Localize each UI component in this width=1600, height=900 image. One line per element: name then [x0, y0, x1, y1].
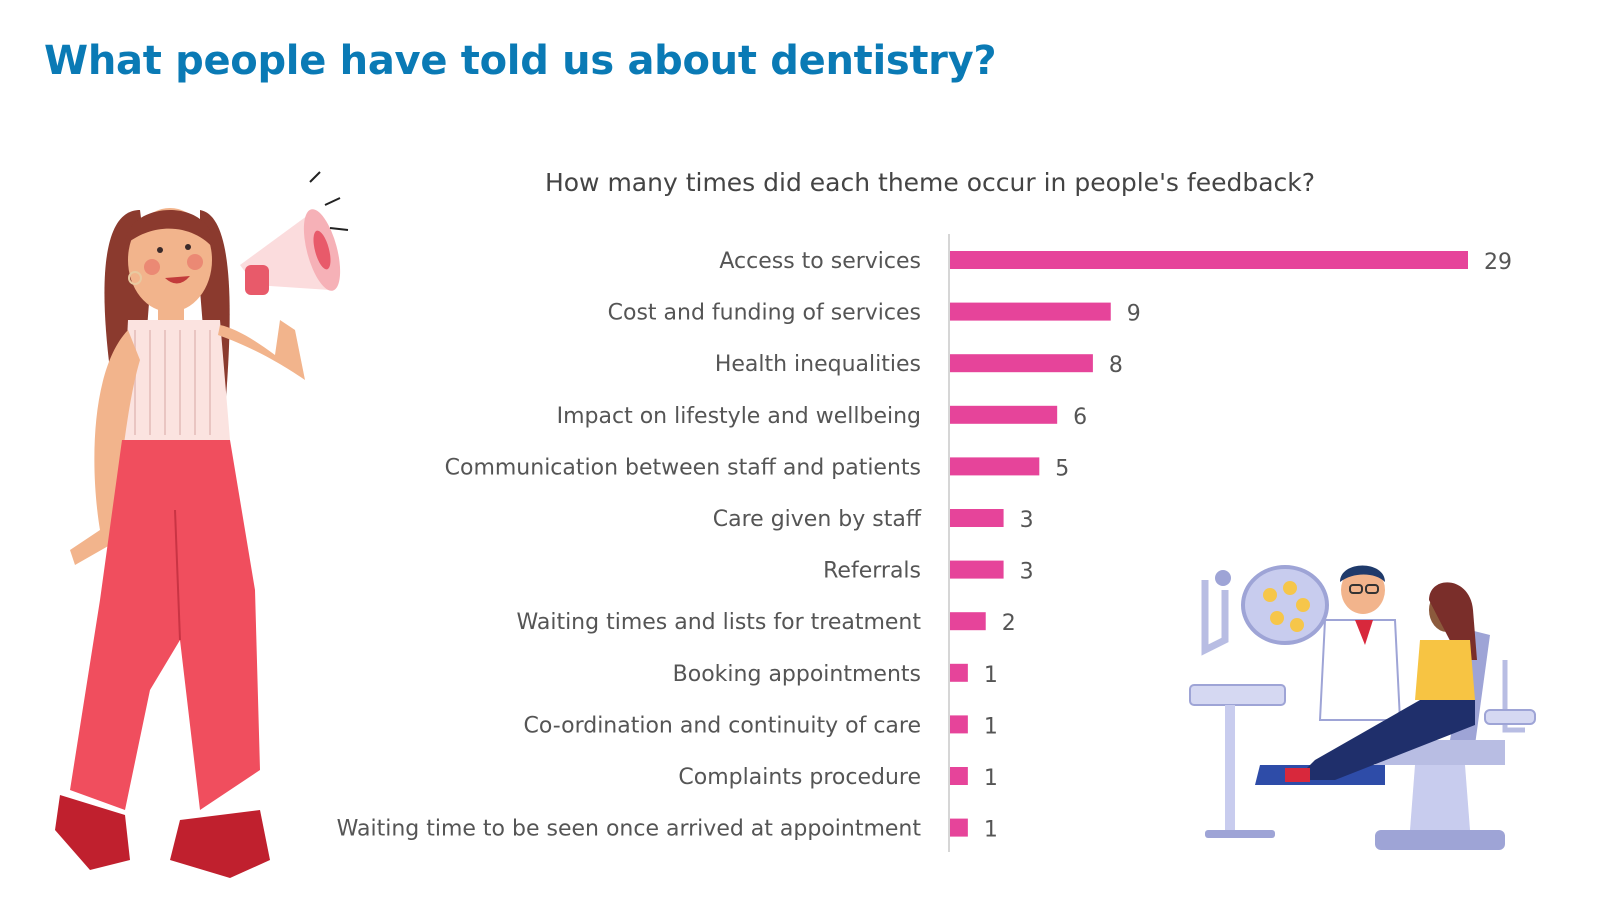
bar	[950, 715, 968, 734]
category-label: Communication between staff and patients	[445, 455, 921, 480]
data-label: 1	[984, 766, 998, 791]
bar	[950, 354, 1093, 373]
woman-with-megaphone-illustration	[55, 171, 349, 878]
bar	[950, 251, 1468, 269]
chart-title: How many times did each theme occur in p…	[544, 168, 1316, 197]
dentist-with-patient-illustration	[1189, 565, 1536, 850]
data-label: 5	[1055, 456, 1069, 481]
bar	[950, 405, 1058, 424]
bar	[950, 663, 968, 682]
data-label: 29	[1484, 250, 1512, 275]
bar	[950, 560, 1004, 579]
category-label: Health inequalities	[715, 352, 921, 377]
bar	[950, 302, 1111, 321]
bar	[950, 509, 1004, 527]
bar	[950, 818, 968, 837]
category-label: Referrals	[823, 559, 921, 584]
category-label: Booking appointments	[673, 662, 921, 687]
category-label: Complaints procedure	[678, 765, 921, 790]
category-label: Waiting time to be seen once arrived at …	[337, 817, 922, 842]
bar	[950, 767, 968, 785]
category-label: Co-ordination and continuity of care	[524, 713, 921, 738]
data-label: 9	[1127, 302, 1141, 327]
category-label: Waiting times and lists for treatment	[517, 610, 922, 635]
data-label: 1	[984, 663, 998, 688]
category-label: Cost and funding of services	[608, 301, 921, 326]
data-label: 3	[1020, 560, 1034, 585]
data-label: 1	[984, 818, 998, 843]
data-label: 2	[1002, 611, 1016, 636]
page-title: What people have told us about dentistry…	[44, 38, 997, 84]
bar	[950, 457, 1040, 476]
data-label: 3	[1020, 508, 1034, 533]
data-label: 8	[1109, 353, 1123, 378]
bar	[950, 612, 986, 631]
data-label: 6	[1073, 405, 1087, 430]
data-label: 1	[984, 714, 998, 739]
category-label: Care given by staff	[713, 507, 922, 532]
category-label: Access to services	[719, 249, 921, 274]
category-label: Impact on lifestyle and wellbeing	[557, 404, 921, 429]
